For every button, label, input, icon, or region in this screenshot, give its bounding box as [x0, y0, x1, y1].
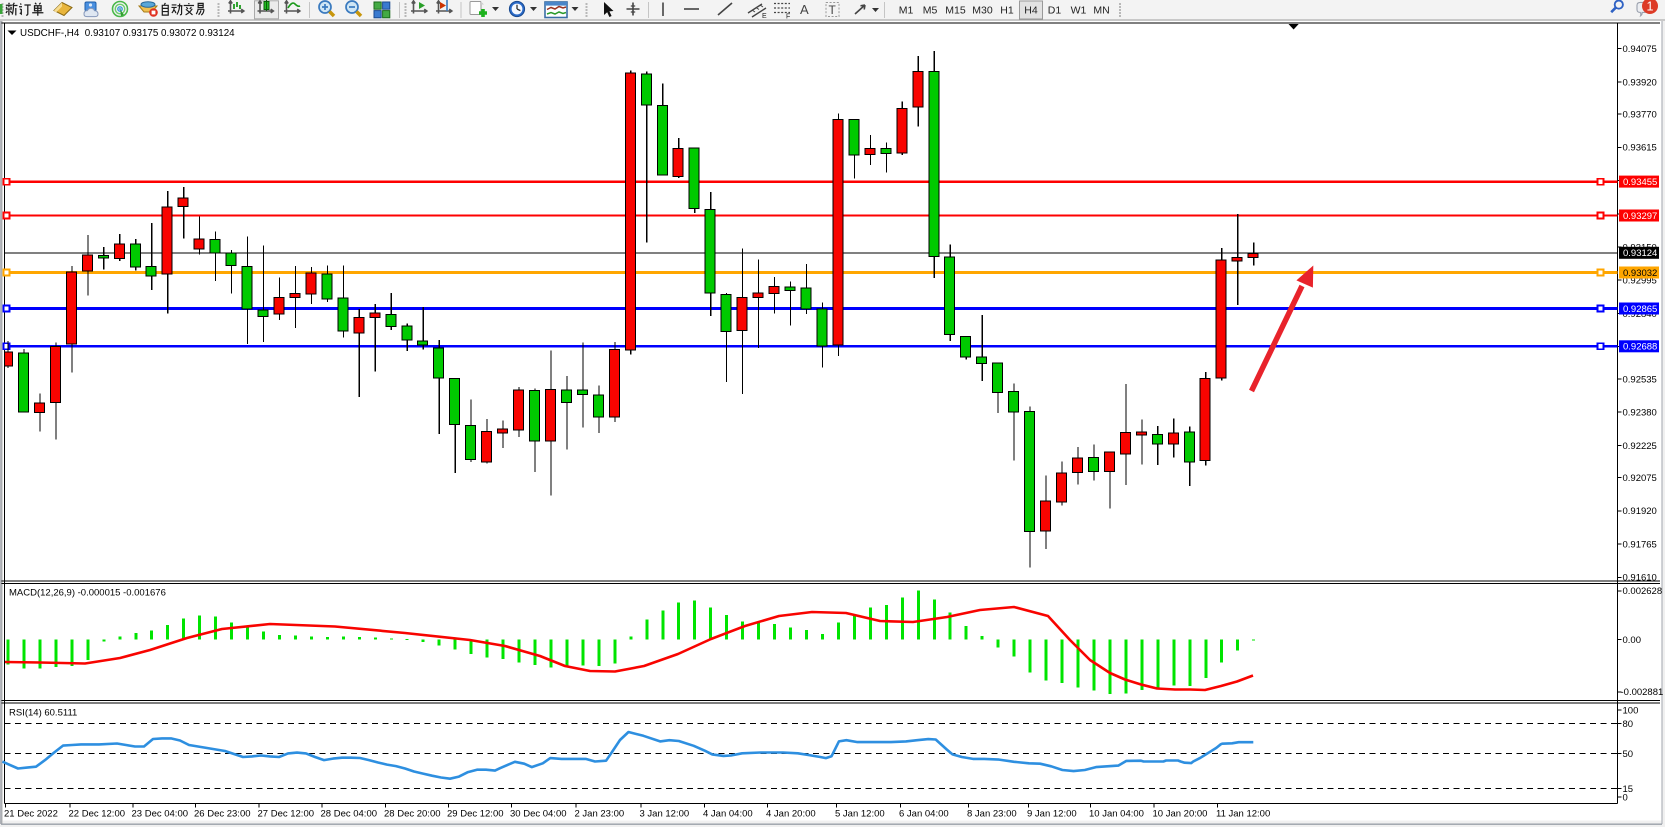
- svg-text:M30: M30: [972, 5, 993, 17]
- svg-text:0.92380: 0.92380: [1623, 408, 1657, 419]
- svg-text:10 Jan 20:00: 10 Jan 20:00: [1153, 809, 1208, 820]
- svg-text:0.93124: 0.93124: [1623, 248, 1657, 259]
- svg-text:0.94075: 0.94075: [1623, 44, 1657, 55]
- svg-text:H1: H1: [1000, 5, 1014, 17]
- svg-text:0.91920: 0.91920: [1623, 506, 1657, 517]
- svg-text:11 Jan 12:00: 11 Jan 12:00: [1216, 809, 1270, 820]
- svg-text:15: 15: [1623, 784, 1634, 795]
- svg-text:A: A: [800, 2, 809, 17]
- svg-text:22 Dec 12:00: 22 Dec 12:00: [69, 809, 126, 820]
- svg-text:100: 100: [1623, 705, 1639, 716]
- svg-text:2 Jan 23:00: 2 Jan 23:00: [575, 809, 625, 820]
- svg-text:D1: D1: [1048, 5, 1062, 17]
- svg-text:E: E: [762, 13, 767, 20]
- svg-text:80: 80: [1623, 719, 1634, 730]
- svg-text:0.93032: 0.93032: [1623, 268, 1657, 279]
- svg-text:M5: M5: [923, 5, 938, 17]
- svg-text:W1: W1: [1071, 5, 1087, 17]
- svg-text:0.91765: 0.91765: [1623, 539, 1657, 550]
- svg-text:0.92995: 0.92995: [1623, 276, 1657, 287]
- svg-text:0.93455: 0.93455: [1623, 177, 1657, 188]
- svg-text:-0.002881: -0.002881: [1621, 687, 1664, 698]
- svg-text:0.92225: 0.92225: [1623, 441, 1657, 452]
- svg-text:USDCHF-,H4 0.93107 0.93175 0.: USDCHF-,H4 0.93107 0.93175 0.93072 0.931…: [20, 28, 235, 39]
- svg-text:4 Jan 04:00: 4 Jan 04:00: [703, 809, 753, 820]
- svg-text:MN: MN: [1093, 5, 1109, 17]
- svg-text:0.93770: 0.93770: [1623, 109, 1657, 120]
- svg-text:0.91610: 0.91610: [1623, 573, 1657, 584]
- svg-text:26 Dec 23:00: 26 Dec 23:00: [194, 809, 251, 820]
- svg-text:4 Jan 20:00: 4 Jan 20:00: [766, 809, 816, 820]
- svg-text:0.002628: 0.002628: [1623, 586, 1663, 597]
- svg-text:28 Dec 20:00: 28 Dec 20:00: [384, 809, 441, 820]
- svg-text:10 Jan 04:00: 10 Jan 04:00: [1089, 809, 1144, 820]
- svg-text:RSI(14) 60.5111: RSI(14) 60.5111: [9, 707, 77, 718]
- svg-text:0.92535: 0.92535: [1623, 374, 1657, 385]
- svg-text:0.93615: 0.93615: [1623, 143, 1657, 154]
- svg-text:MACD(12,26,9) -0.000015 -0.001: MACD(12,26,9) -0.000015 -0.001676: [9, 587, 166, 598]
- svg-text:0.00: 0.00: [1623, 635, 1642, 646]
- svg-text:T: T: [829, 3, 837, 17]
- svg-text:0.92075: 0.92075: [1623, 473, 1657, 484]
- svg-text:0.93297: 0.93297: [1623, 211, 1657, 222]
- svg-text:0: 0: [1623, 792, 1628, 803]
- svg-text:M1: M1: [899, 5, 914, 17]
- svg-text:50: 50: [1623, 749, 1634, 760]
- svg-text:28 Dec 04:00: 28 Dec 04:00: [321, 809, 378, 820]
- svg-text:3 Jan 12:00: 3 Jan 12:00: [640, 809, 690, 820]
- svg-text:27 Dec 12:00: 27 Dec 12:00: [258, 809, 315, 820]
- svg-text:29 Dec 12:00: 29 Dec 12:00: [447, 809, 504, 820]
- svg-text:1: 1: [1647, 0, 1654, 14]
- svg-text:M15: M15: [945, 5, 966, 17]
- svg-text:F: F: [786, 14, 790, 21]
- svg-text:6 Jan 04:00: 6 Jan 04:00: [899, 809, 949, 820]
- svg-text:23 Dec 04:00: 23 Dec 04:00: [132, 809, 189, 820]
- svg-text:30 Dec 04:00: 30 Dec 04:00: [510, 809, 567, 820]
- svg-text:0.93920: 0.93920: [1623, 77, 1657, 88]
- svg-text:0.92688: 0.92688: [1623, 342, 1657, 353]
- svg-text:H4: H4: [1024, 5, 1038, 17]
- svg-text:21 Dec 2022: 21 Dec 2022: [4, 809, 58, 820]
- svg-text:5 Jan 12:00: 5 Jan 12:00: [835, 809, 885, 820]
- svg-text:9 Jan 12:00: 9 Jan 12:00: [1027, 809, 1077, 820]
- svg-text:0.92865: 0.92865: [1623, 304, 1657, 315]
- svg-text:8 Jan 23:00: 8 Jan 23:00: [967, 809, 1017, 820]
